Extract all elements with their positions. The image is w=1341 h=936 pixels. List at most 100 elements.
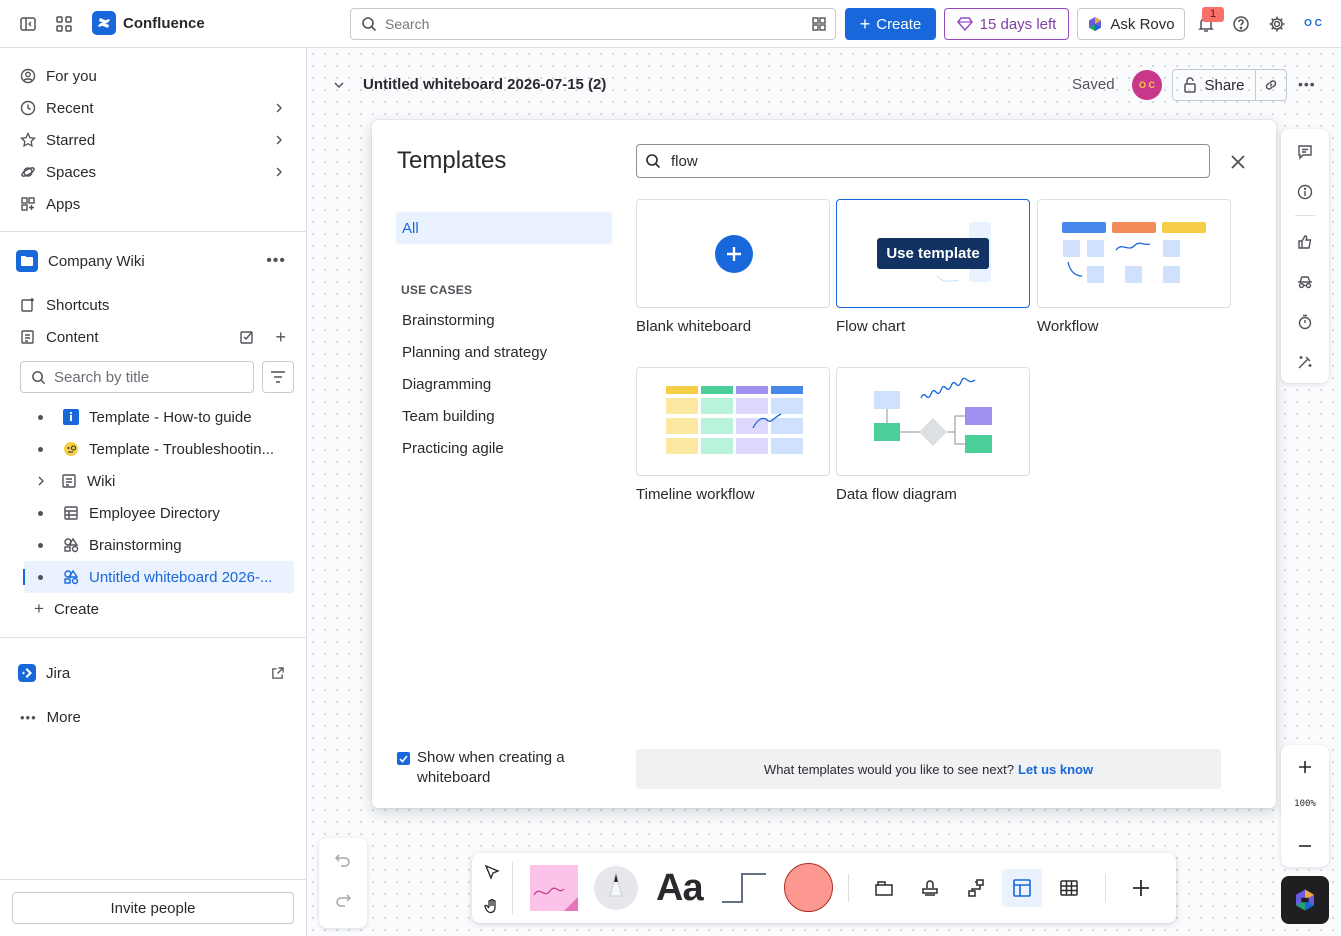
category-team-building[interactable]: Team building (402, 408, 495, 425)
pen-tool[interactable] (594, 866, 638, 910)
templates-tool-icon[interactable] (1002, 869, 1042, 907)
sidebar-item-apps[interactable]: Apps (12, 188, 294, 220)
template-search-input[interactable] (671, 152, 1209, 170)
search-filter-icon[interactable] (811, 16, 827, 32)
profile-avatar[interactable]: O C (1304, 18, 1322, 29)
sidebar-item-starred[interactable]: Starred (12, 124, 294, 156)
tree-item-wiki[interactable]: Wiki (24, 465, 294, 497)
text-tool-icon[interactable]: Aa (656, 867, 704, 909)
comment-icon[interactable] (1293, 140, 1317, 164)
bullet (38, 510, 43, 516)
connector-tool-icon[interactable] (720, 871, 768, 905)
sidebar-item-spaces[interactable]: Spaces (12, 156, 294, 188)
template-card-flow-chart[interactable]: Use template (836, 199, 1030, 308)
plus-icon: + (34, 599, 44, 618)
settings-gear-icon[interactable] (1265, 12, 1289, 36)
bullet (38, 446, 43, 452)
share-button[interactable]: Share (1172, 69, 1256, 101)
diagram-tool-icon[interactable] (964, 876, 988, 900)
chevron-right-icon[interactable] (36, 476, 46, 486)
show-when-creating-checkbox[interactable]: Show when creating a whiteboard (397, 748, 597, 788)
checklist-icon[interactable] (239, 329, 255, 345)
page-title[interactable]: Untitled whiteboard 2026-07-15 (2) (363, 76, 607, 93)
tree-item-brainstorming[interactable]: Brainstorming (24, 529, 294, 561)
zoom-controls: 100% (1281, 745, 1329, 867)
sidebar-item-jira[interactable]: Jira (12, 657, 294, 689)
ask-rovo-button[interactable]: Ask Rovo (1077, 8, 1185, 40)
sidebar-item-recent[interactable]: Recent (12, 92, 294, 124)
sidebar-item-for-you[interactable]: For you (12, 60, 294, 92)
more-actions-icon[interactable]: ••• (1298, 76, 1316, 92)
sidebar-item-shortcuts[interactable]: Shortcuts (12, 289, 294, 321)
tree-item-how-to-guide[interactable]: Template - How-to guide (24, 401, 294, 433)
chevron-down-icon[interactable] (330, 76, 348, 94)
zoom-out-icon[interactable] (1293, 834, 1317, 858)
search-icon (31, 370, 46, 385)
incognito-icon[interactable] (1293, 270, 1317, 294)
sticky-note-tool[interactable] (530, 865, 578, 911)
tree-item-employee-directory[interactable]: Employee Directory (24, 497, 294, 529)
tree-item-untitled-whiteboard[interactable]: Untitled whiteboard 2026-... (23, 561, 294, 593)
sidebar-toggle-icon[interactable] (16, 12, 40, 36)
undo-icon[interactable] (331, 848, 355, 872)
sidebar-item-content[interactable]: Content + (12, 321, 294, 353)
select-pointer-icon[interactable] (479, 859, 505, 885)
stamp-tool-icon[interactable] (918, 876, 942, 900)
table-tool-icon[interactable] (1057, 876, 1081, 900)
category-brainstorming[interactable]: Brainstorming (402, 312, 495, 329)
more-tools-plus-icon[interactable] (1129, 876, 1153, 900)
confluence-logo[interactable]: Confluence (92, 11, 205, 35)
chevron-right-icon[interactable] (274, 167, 284, 177)
template-search-field[interactable] (636, 144, 1210, 178)
database-table-icon (62, 504, 80, 522)
global-search[interactable] (350, 8, 836, 40)
zoom-level[interactable]: 100% (1294, 799, 1316, 809)
checkbox-checked-icon[interactable] (397, 752, 410, 765)
app-switcher-icon[interactable] (52, 12, 76, 36)
copy-link-icon[interactable] (1255, 69, 1287, 101)
help-icon[interactable] (1229, 12, 1253, 36)
tree-item-troubleshooting[interactable]: Template - Troubleshootin... (24, 433, 294, 465)
info-icon[interactable] (1293, 180, 1317, 204)
add-content-icon[interactable]: + (275, 327, 286, 347)
chevron-right-icon[interactable] (274, 135, 284, 145)
divider (0, 231, 306, 232)
feedback-link[interactable]: Let us know (1017, 761, 1094, 777)
category-diagramming[interactable]: Diagramming (402, 376, 492, 393)
space-header-company-wiki[interactable]: Company Wiki ••• (12, 245, 294, 277)
thumbs-up-icon[interactable] (1293, 230, 1317, 254)
timer-icon[interactable] (1293, 310, 1317, 334)
create-button[interactable]: + Create (845, 8, 936, 40)
template-card-workflow[interactable] (1037, 199, 1231, 308)
external-link-icon[interactable] (271, 666, 284, 680)
use-template-button[interactable]: Use template (877, 238, 989, 269)
category-all[interactable]: All (396, 212, 612, 244)
template-card-blank[interactable] (636, 199, 830, 308)
shape-tool[interactable] (784, 863, 833, 912)
search-by-title-field[interactable]: Search by title (20, 361, 254, 393)
sidebar-item-more[interactable]: ••• More (12, 701, 294, 733)
magic-wand-icon[interactable] (1293, 350, 1317, 374)
more-horizontal-icon[interactable]: ••• (266, 252, 286, 269)
template-name: Workflow (1037, 318, 1099, 335)
filter-icon[interactable] (262, 361, 294, 393)
chevron-right-icon[interactable] (274, 103, 284, 113)
redo-icon[interactable] (331, 888, 355, 912)
rovo-chat-button[interactable] (1281, 876, 1329, 924)
hand-pan-icon[interactable] (479, 893, 505, 919)
invite-people-button[interactable]: Invite people (12, 892, 294, 924)
category-practicing-agile[interactable]: Practicing agile (402, 440, 504, 457)
avatar[interactable]: O C (1132, 70, 1162, 100)
planet-icon (20, 164, 36, 180)
trial-button[interactable]: 15 days left (944, 8, 1069, 40)
zoom-in-icon[interactable] (1293, 755, 1317, 779)
category-planning[interactable]: Planning and strategy (402, 344, 548, 361)
template-card-timeline-workflow[interactable] (636, 367, 830, 476)
create-page-button[interactable]: + Create (24, 593, 294, 625)
close-icon[interactable] (1227, 151, 1249, 173)
template-card-data-flow-diagram[interactable] (836, 367, 1030, 476)
frame-tool-icon[interactable] (872, 876, 896, 900)
search-input[interactable] (385, 16, 803, 32)
notification-badge: 1 (1202, 7, 1224, 22)
divider (512, 861, 513, 915)
